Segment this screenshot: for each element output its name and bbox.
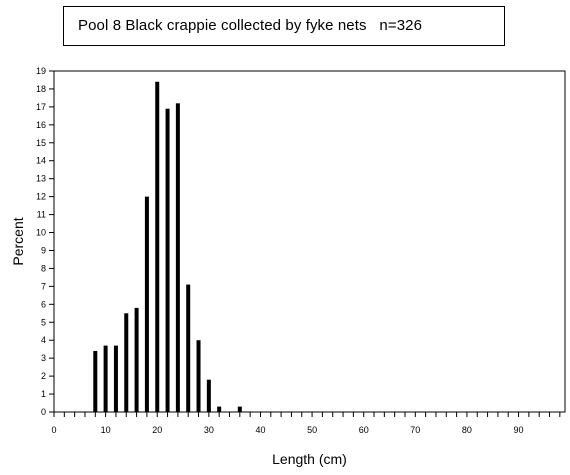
y-tick-label: 9 — [41, 245, 46, 255]
y-tick-label: 5 — [41, 317, 46, 327]
x-tick-label: 20 — [152, 425, 162, 435]
bar — [113, 345, 118, 412]
chart-axes — [53, 70, 566, 413]
y-tick-label: 2 — [41, 371, 46, 381]
y-tick-label: 1 — [41, 389, 46, 399]
y-tick-label: 11 — [37, 210, 46, 220]
chart-title-box: Pool 8 Black crappie collected by fyke n… — [63, 6, 505, 46]
bar — [237, 406, 242, 412]
y-tick-label: 16 — [36, 120, 46, 130]
bar — [175, 103, 180, 412]
bar — [196, 340, 201, 412]
y-tick-label: 7 — [41, 281, 46, 291]
y-axis-title: Percent — [10, 217, 26, 265]
bar — [134, 307, 139, 412]
x-axis-title: Length (cm) — [272, 451, 347, 467]
x-tick-label: 90 — [514, 425, 524, 435]
y-tick-label: 0 — [41, 407, 46, 417]
bar — [103, 345, 108, 412]
chart-bars — [93, 81, 242, 412]
bar — [206, 379, 211, 412]
chart-title: Pool 8 Black crappie collected by fyke n… — [78, 17, 423, 34]
x-axis-ticks: 0 10 20 30 40 50 60 70 80 90 — [51, 412, 561, 435]
x-tick-label: 0 — [51, 425, 56, 435]
x-tick-label: 60 — [359, 425, 369, 435]
y-tick-label: 4 — [41, 335, 46, 345]
y-tick-label: 12 — [36, 192, 46, 202]
bar — [124, 313, 129, 412]
y-tick-label: 18 — [36, 84, 46, 94]
bar — [155, 81, 160, 412]
x-tick-label: 10 — [101, 425, 111, 435]
y-tick-label: 19 — [36, 66, 46, 76]
bar — [217, 406, 222, 412]
plot-frame — [53, 70, 566, 413]
y-tick-label: 15 — [36, 138, 46, 148]
x-tick-label: 40 — [255, 425, 265, 435]
y-tick-label: 3 — [41, 353, 46, 363]
bar — [144, 196, 149, 412]
x-tick-label: 70 — [410, 425, 420, 435]
x-tick-label: 80 — [462, 425, 472, 435]
y-tick-label: 14 — [36, 156, 46, 166]
x-tick-label: 50 — [307, 425, 317, 435]
x-tick-label: 30 — [204, 425, 214, 435]
y-tick-label: 10 — [36, 228, 46, 238]
bar — [186, 284, 191, 412]
bar — [165, 108, 170, 412]
y-tick-label: 8 — [41, 263, 46, 273]
y-tick-label: 13 — [36, 174, 46, 184]
bar — [93, 350, 98, 412]
y-tick-label: 6 — [41, 299, 46, 309]
y-tick-label: 17 — [36, 102, 46, 112]
